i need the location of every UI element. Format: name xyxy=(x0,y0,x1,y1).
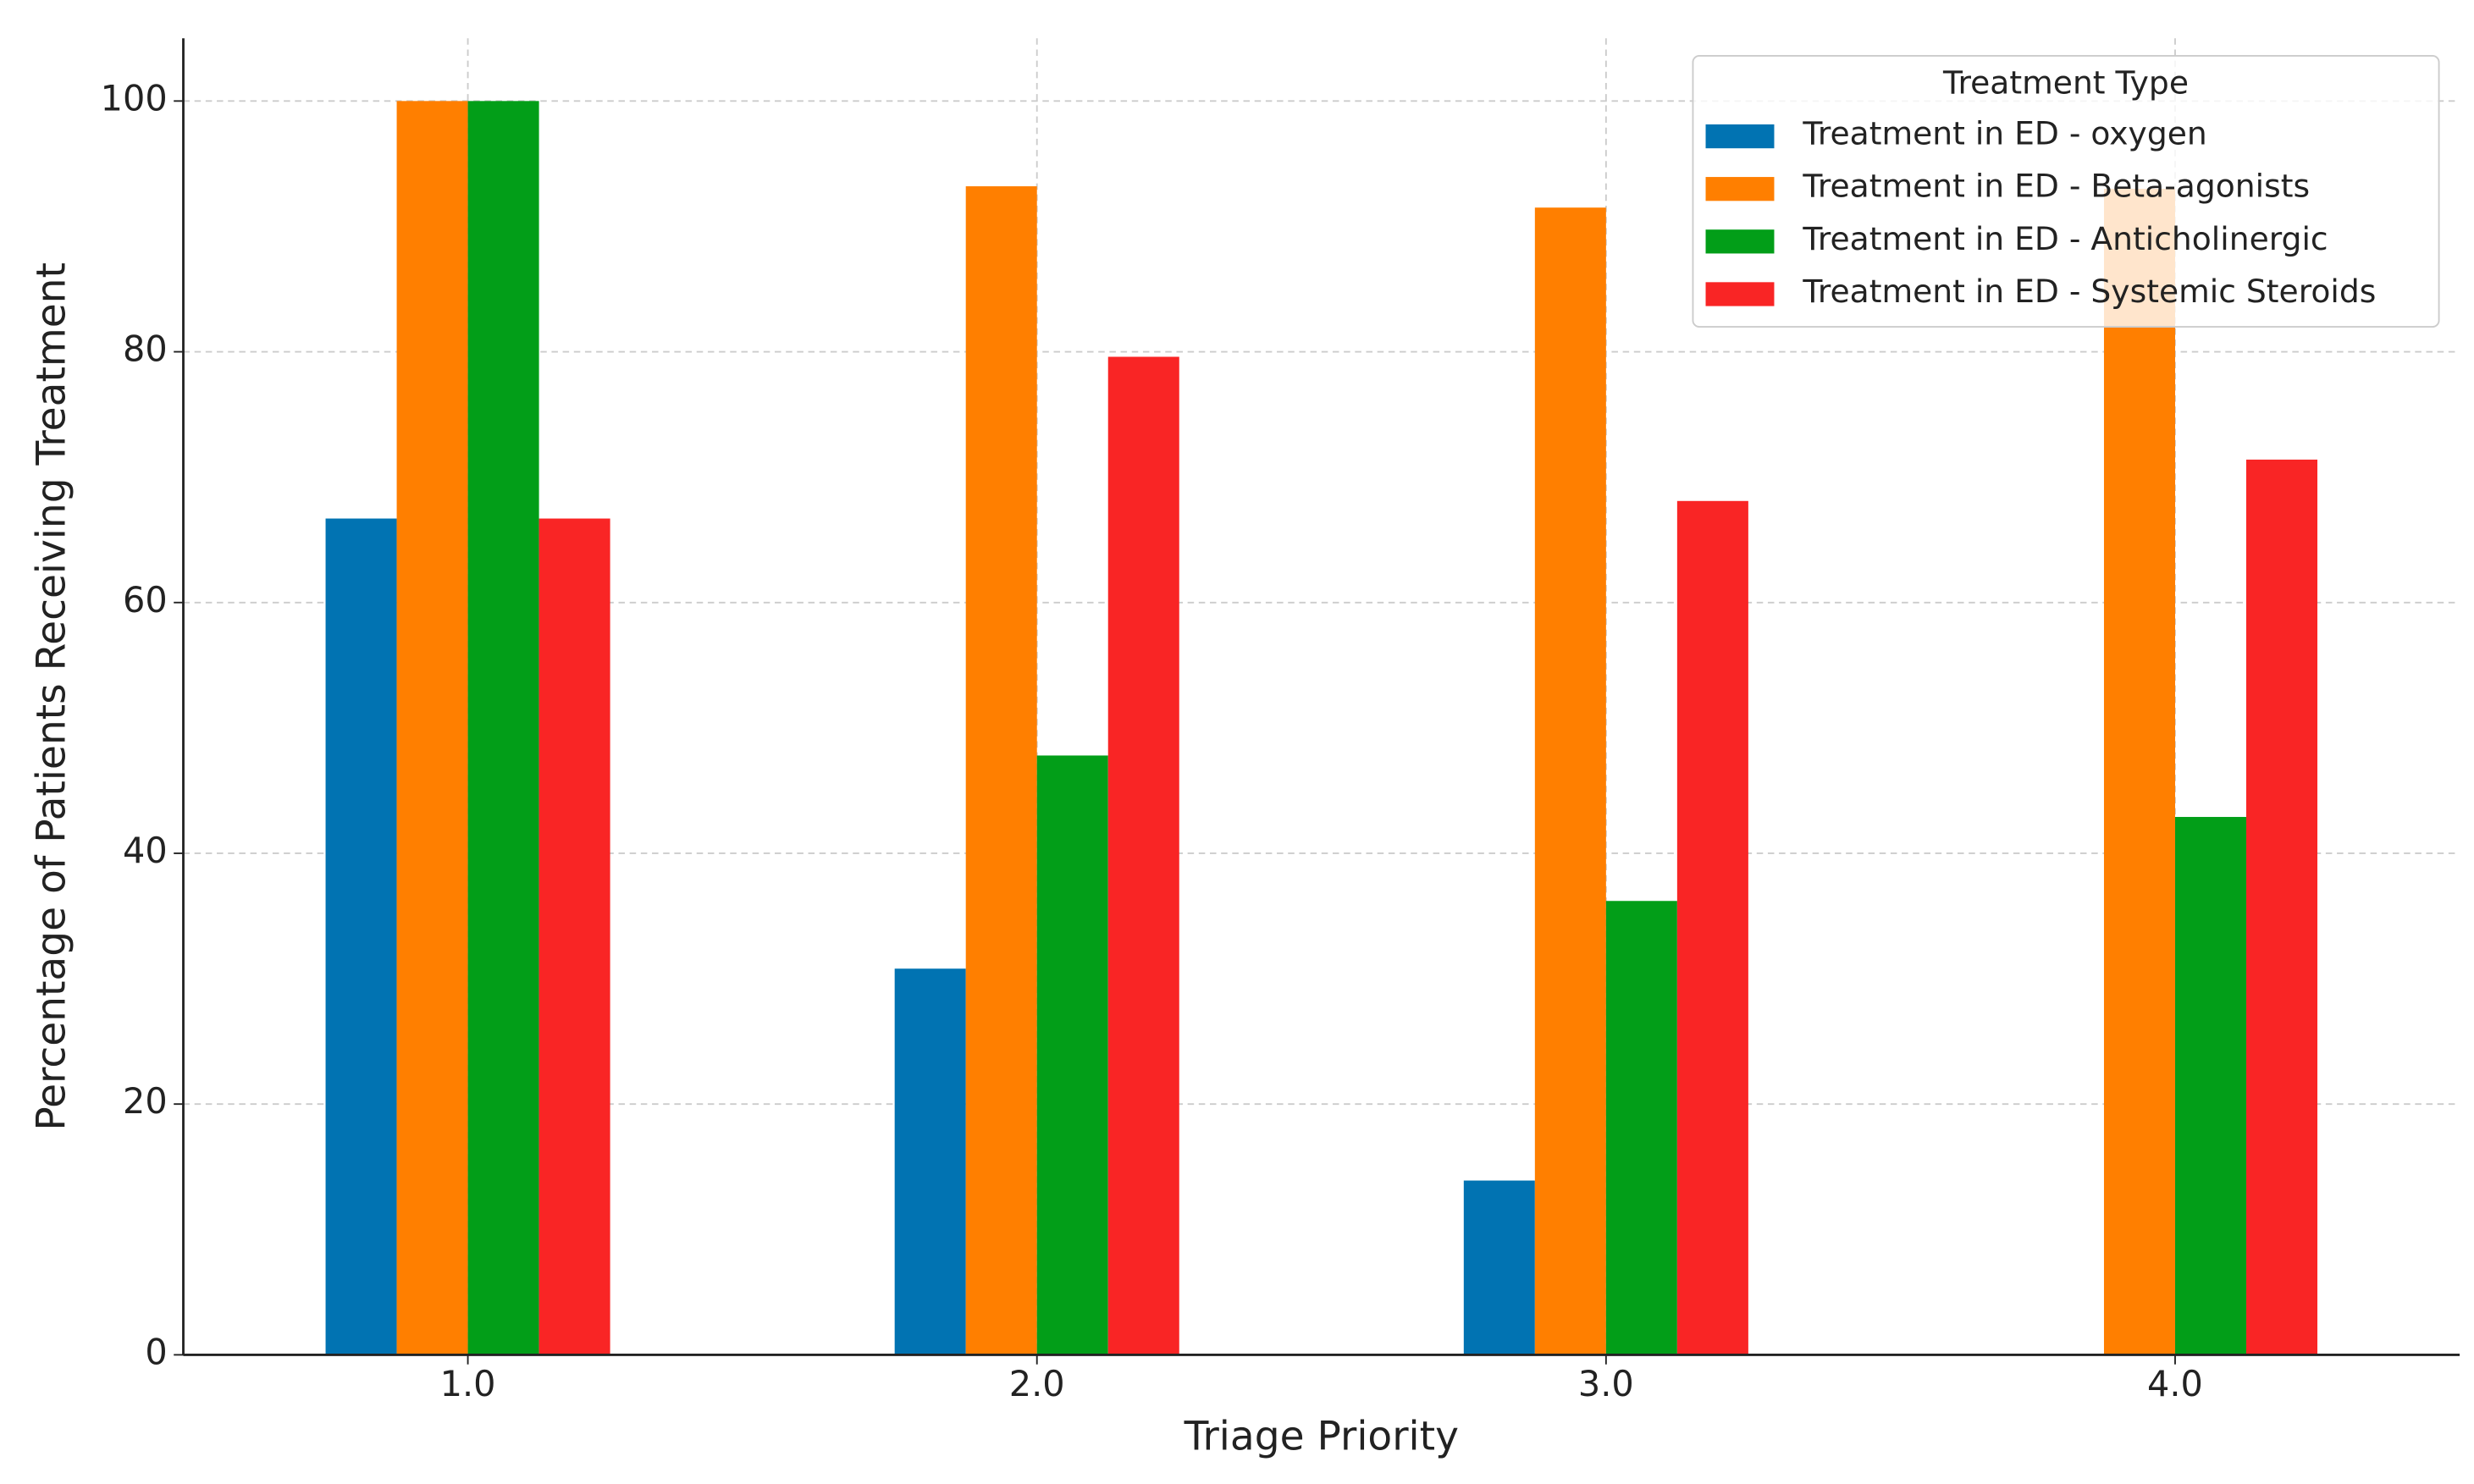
bar xyxy=(2174,817,2247,1355)
x-tick-label: 2.0 xyxy=(1009,1364,1065,1404)
legend-label: Treatment in ED - Beta-agonists xyxy=(1802,168,2310,205)
legend-label: Treatment in ED - Anticholinergic xyxy=(1802,220,2328,257)
legend-label: Treatment in ED - oxygen xyxy=(1802,115,2206,152)
bar xyxy=(467,101,539,1355)
y-tick-label: 40 xyxy=(123,830,168,871)
bar xyxy=(2103,189,2175,1355)
x-tick-label: 3.0 xyxy=(1578,1364,1634,1404)
bar xyxy=(2246,459,2318,1355)
bar xyxy=(1534,207,1606,1355)
bar xyxy=(325,518,397,1355)
y-axis-label: Percentage of Patients Receiving Treatme… xyxy=(29,262,75,1131)
y-tick-label: 100 xyxy=(101,78,168,119)
bar xyxy=(965,186,1037,1355)
y-tick-label: 80 xyxy=(123,329,168,370)
x-tick-label: 1.0 xyxy=(440,1364,496,1404)
x-tick-label: 4.0 xyxy=(2147,1364,2203,1404)
legend-box xyxy=(1692,55,2440,328)
bar xyxy=(538,518,610,1355)
legend-title: Treatment Type xyxy=(1942,63,2189,101)
bar xyxy=(1605,901,1677,1355)
bar xyxy=(1036,755,1108,1355)
bar xyxy=(396,101,468,1355)
y-tick-label: 60 xyxy=(123,580,168,621)
bar xyxy=(1676,500,1748,1355)
y-tick-label: 20 xyxy=(123,1081,168,1122)
x-axis-label: Triage Priority xyxy=(1184,1414,1459,1460)
legend-swatch xyxy=(1705,124,1775,149)
legend-swatch xyxy=(1705,229,1775,254)
legend-label: Treatment in ED - Systemic Steroids xyxy=(1802,273,2376,310)
legend-swatch xyxy=(1705,282,1775,306)
bar xyxy=(1463,1180,1535,1355)
legend-swatch xyxy=(1705,177,1775,201)
y-tick-label: 0 xyxy=(145,1332,167,1372)
bar xyxy=(894,968,966,1355)
bar xyxy=(1107,356,1179,1355)
